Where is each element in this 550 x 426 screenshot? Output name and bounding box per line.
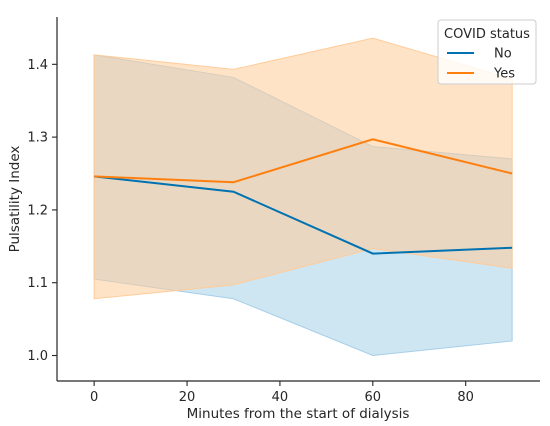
y-tick-label: 1.0	[27, 349, 48, 364]
x-tick-label: 40	[272, 390, 289, 405]
legend-title: COVID status	[444, 27, 530, 42]
legend-box	[437, 19, 537, 85]
legend: COVID status No Yes	[437, 19, 537, 85]
y-tick-label: 1.1	[27, 276, 48, 291]
series-line-no	[94, 175, 513, 255]
x-tick-label: 0	[90, 390, 98, 405]
y-ticks: 1.0 1.1 1.2 1.3 1.4	[27, 58, 57, 364]
x-tick-label: 60	[365, 390, 382, 405]
y-axis-title: Pulsatility Index	[7, 146, 23, 253]
legend-label-no: No	[494, 47, 512, 62]
x-axis-title: Minutes from the start of dialysis	[187, 406, 410, 422]
axes	[56, 17, 540, 382]
legend-label-yes: Yes	[493, 67, 515, 82]
series-lines	[94, 138, 513, 255]
x-tick-label: 20	[179, 390, 196, 405]
ci-band-yes	[93, 37, 513, 300]
series-line-yes	[94, 138, 513, 184]
y-tick-label: 1.2	[27, 203, 48, 218]
y-tick-label: 1.3	[27, 131, 48, 146]
y-tick-label: 1.4	[27, 58, 48, 73]
confidence-bands	[93, 37, 513, 357]
x-ticks: 0 20 40 60 80	[90, 381, 474, 405]
x-tick-label: 80	[457, 390, 474, 405]
